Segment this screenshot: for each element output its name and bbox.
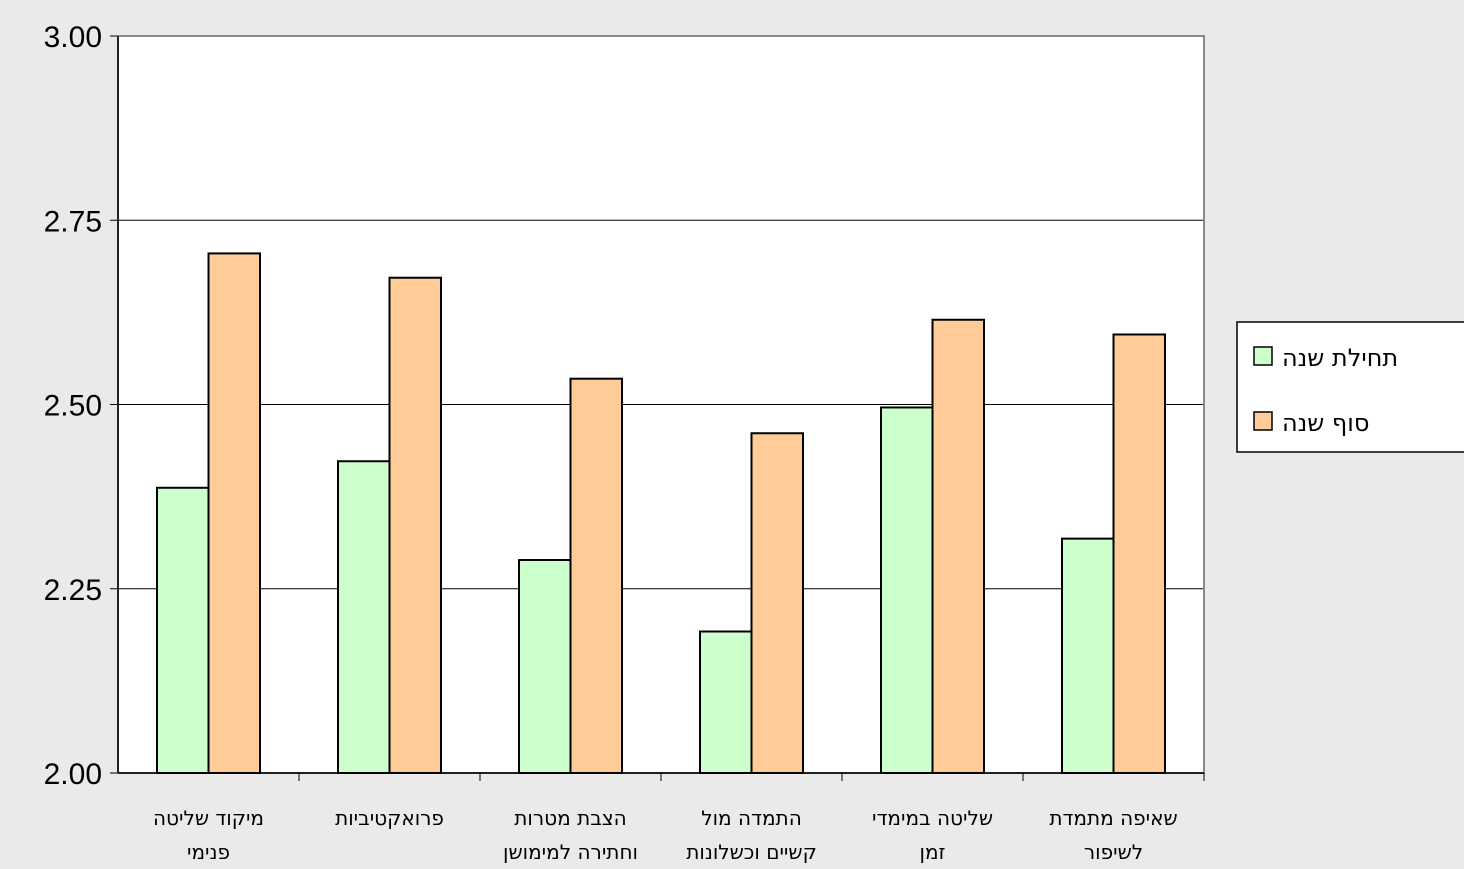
bar-start-of-year [156,486,210,774]
x-category-label: פרואקטיביות [335,806,444,830]
legend-box [1236,321,1464,453]
y-tick-label: 3.00 [44,21,102,54]
legend-label: סוף שנה [1282,409,1369,437]
bar-end-of-year [569,377,623,774]
plot-area: 2.00 2.25 2.50 2.75 3.00 מיקוד שליטה פנימי פרוא… [44,21,1205,864]
bar-start-of-year [337,460,391,774]
legend-swatch [1253,346,1273,366]
x-category-label: וחתירה למימושן [503,840,638,864]
x-category-label: לשיפור [1084,840,1143,864]
x-category-label: הצבת מטרות [514,806,626,830]
bar-start-of-year [699,630,753,774]
y-tick-label: 2.00 [44,758,102,791]
bar-end-of-year [750,432,804,774]
x-category-label: שליטה במימדי [872,806,993,830]
x-category-label: קשיים וכשלונות [686,840,817,864]
bar-start-of-year [518,559,572,775]
bar-end-of-year [207,252,261,775]
x-category-label: פנימי [187,840,230,864]
bar-end-of-year [931,318,985,774]
bar-start-of-year [1061,537,1115,774]
bar-end-of-year [388,276,442,774]
bar-start-of-year [880,406,934,774]
x-category-label: מיקוד שליטה [153,806,264,830]
legend-label: תחילת שנה [1282,344,1398,372]
x-category-label: זמן [920,840,946,864]
legend: תחילת שנה סוף שנה [1236,321,1464,453]
y-tick-label: 2.25 [44,574,102,607]
y-tick-label: 2.50 [44,390,102,423]
y-tick-label: 2.75 [44,205,102,238]
bar-end-of-year [1112,333,1166,774]
x-category-label: התמדה מול [701,806,802,830]
legend-swatch [1253,411,1273,431]
x-category-label: שאיפה מתמדת [1049,806,1177,830]
